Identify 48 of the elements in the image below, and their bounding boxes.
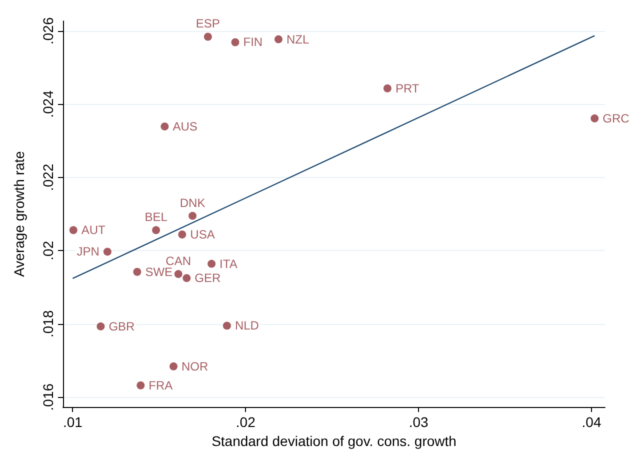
series-label: GER xyxy=(194,271,221,286)
series-label: ITA xyxy=(220,256,238,271)
y-tick-label: .018 xyxy=(40,310,56,338)
y-axis-title: Average growth rate xyxy=(11,150,27,277)
series-label: ESP xyxy=(196,16,220,31)
series-label: NLD xyxy=(234,318,260,333)
series-label: AUS xyxy=(172,119,198,134)
y-tick-label: .022 xyxy=(40,164,56,192)
point xyxy=(160,122,169,130)
series-label: FIN xyxy=(243,35,263,50)
x-tick-label: .03 xyxy=(408,414,429,430)
point xyxy=(208,260,216,268)
point xyxy=(136,381,145,390)
x-tick-label: .04 xyxy=(582,414,602,430)
point xyxy=(170,362,178,370)
x-tick-label: .02 xyxy=(236,414,256,430)
point xyxy=(96,322,105,330)
y-tick-label: .016 xyxy=(40,383,56,411)
point xyxy=(182,274,191,282)
y-tick-label: .024 xyxy=(40,90,56,118)
point xyxy=(590,114,599,122)
x-axis-title: Standard deviation of gov. cons. growth xyxy=(212,432,456,449)
point xyxy=(103,248,112,256)
point xyxy=(133,268,142,276)
y-tick-label: .026 xyxy=(40,17,56,45)
series-label: DNK xyxy=(180,196,206,210)
point xyxy=(174,270,182,278)
point xyxy=(231,38,240,46)
point xyxy=(152,226,160,234)
series-label: USA xyxy=(190,228,215,242)
x-tick-label: .01 xyxy=(62,414,83,430)
series-label: AUT xyxy=(81,223,106,238)
point xyxy=(178,230,186,239)
point xyxy=(204,32,212,41)
series-label: NOR xyxy=(182,359,209,374)
series-label: GRC xyxy=(602,111,630,126)
point xyxy=(222,322,231,330)
series-label: GBR xyxy=(108,319,136,334)
point xyxy=(188,212,197,220)
series-label: BEL xyxy=(144,210,168,224)
series-label: NZL xyxy=(286,32,310,46)
point xyxy=(69,226,78,234)
series-label: JPN xyxy=(76,244,100,259)
point xyxy=(274,35,282,44)
y-tick-label: .02 xyxy=(40,240,56,260)
point xyxy=(383,84,392,92)
series-label: FRA xyxy=(148,378,173,392)
series-label: PRT xyxy=(395,81,420,96)
